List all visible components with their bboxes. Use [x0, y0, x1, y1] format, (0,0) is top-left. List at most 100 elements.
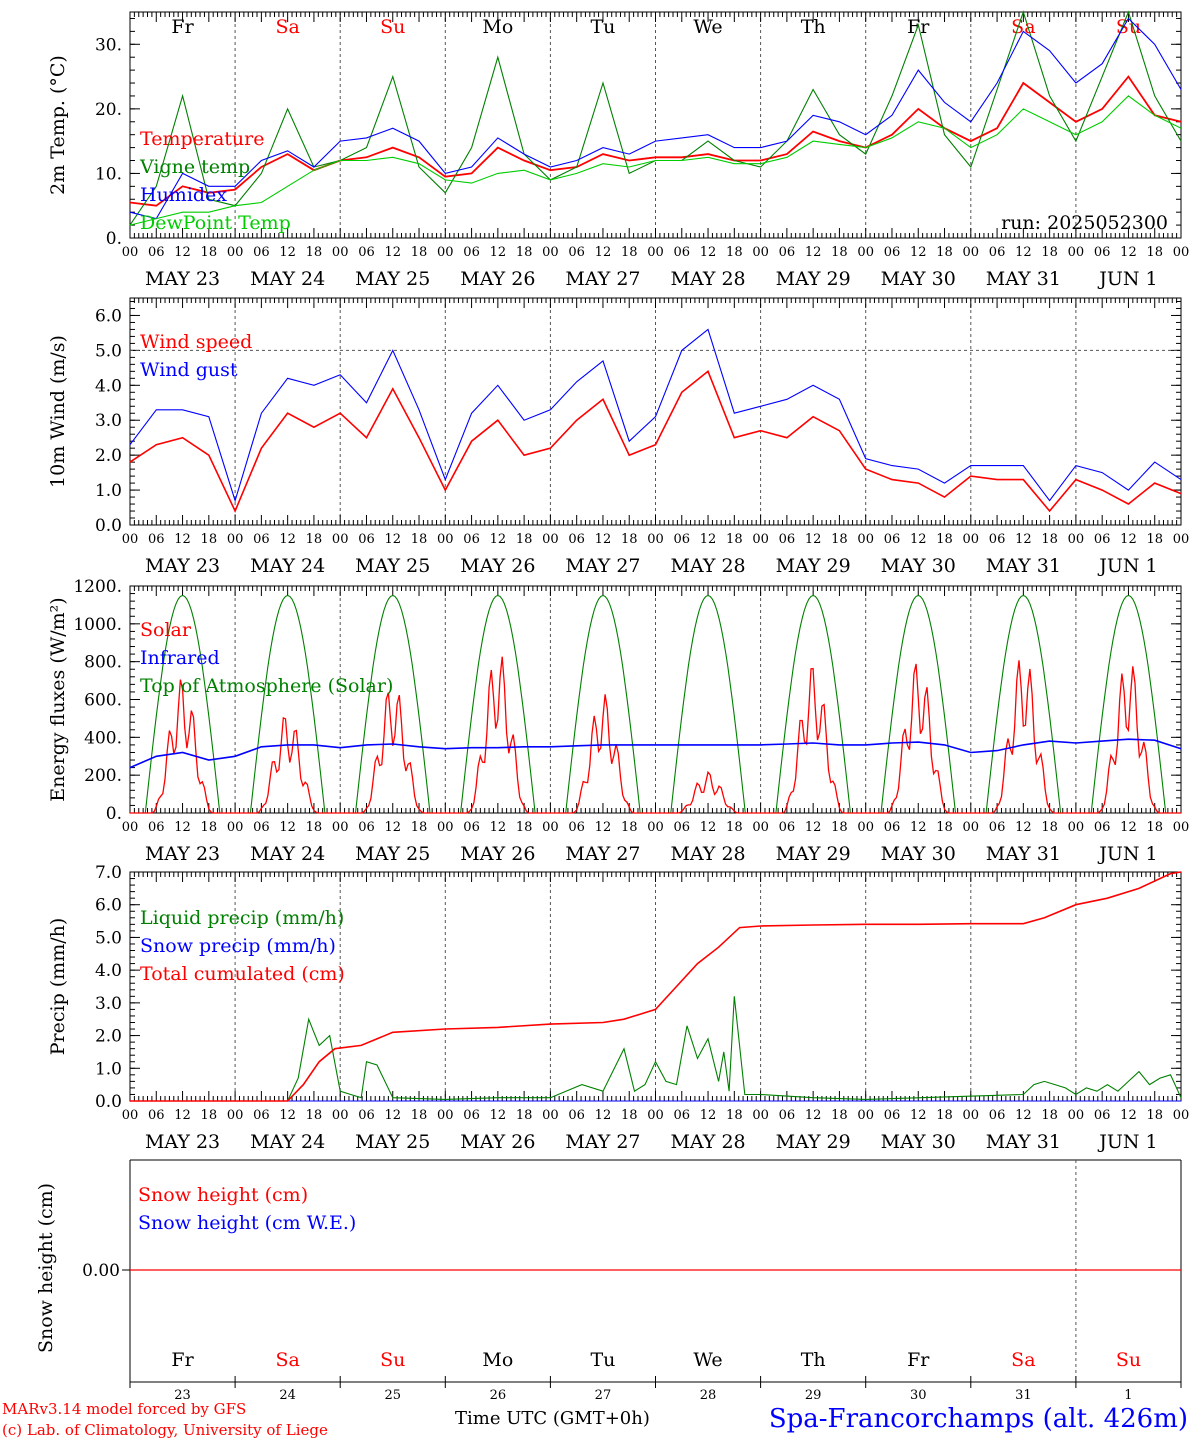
date-label: MAY 29	[776, 555, 851, 577]
hour-tick-label: 12	[1120, 1108, 1137, 1123]
weekday-label: Fr	[171, 1349, 194, 1371]
legend-entry: Top of Atmosphere (Solar)	[140, 675, 393, 697]
date-label: MAY 24	[250, 843, 325, 865]
hour-tick-label: 06	[463, 532, 480, 547]
hour-tick-label: 12	[490, 245, 507, 260]
hour-tick-label: 12	[490, 820, 507, 835]
series-line-1	[129, 328, 1182, 503]
hour-tick-label: 18	[411, 1108, 428, 1123]
footer: MARv3.14 model forced by GFS (c) Lab. of …	[2, 1400, 1188, 1439]
hour-tick-label: 12	[910, 245, 927, 260]
hour-tick-label: 18	[1041, 245, 1058, 260]
date-label: MAY 23	[145, 843, 220, 865]
date-label: MAY 28	[670, 843, 745, 865]
hour-tick-label: 00	[1173, 532, 1190, 547]
hour-tick-label: 00	[122, 1108, 139, 1123]
date-label: JUN 1	[1097, 555, 1157, 577]
date-label: MAY 24	[250, 268, 325, 290]
y-tick-label: 0.0	[95, 1092, 122, 1112]
hour-tick-label: 06	[148, 532, 165, 547]
hour-tick-label: 18	[411, 245, 428, 260]
date-label: MAY 27	[565, 268, 640, 290]
hour-tick-label: 12	[700, 820, 717, 835]
y-axis-label: Snow height (cm)	[35, 1183, 57, 1353]
hour-tick-label: 06	[989, 532, 1006, 547]
legend-entry: Snow height (cm W.E.)	[138, 1212, 356, 1234]
y-tick-label: 6.0	[95, 896, 122, 916]
y-tick-label: 4.0	[95, 961, 122, 981]
hour-tick-label: 18	[726, 245, 743, 260]
day-number-label: 1	[1124, 1388, 1132, 1403]
hour-tick-label: 00	[332, 1108, 349, 1123]
hour-tick-label: 00	[857, 532, 874, 547]
y-tick-label: 5.0	[95, 928, 122, 948]
date-label: MAY 26	[460, 268, 535, 290]
hour-tick-label: 06	[884, 245, 901, 260]
date-label: MAY 31	[986, 268, 1061, 290]
hour-tick-label: 12	[384, 820, 401, 835]
day-number-label: 27	[595, 1388, 612, 1403]
hour-tick-label: 12	[1120, 245, 1137, 260]
date-label: JUN 1	[1097, 1131, 1157, 1153]
hour-tick-label: 18	[1041, 1108, 1058, 1123]
date-label: MAY 23	[145, 555, 220, 577]
legend-entry: Vigne temp	[139, 156, 250, 178]
x-axis-label: Time UTC (GMT+0h)	[455, 1408, 650, 1429]
hour-tick-label: 18	[831, 1108, 848, 1123]
date-label: MAY 23	[145, 1131, 220, 1153]
legend-entry: Wind speed	[140, 331, 252, 353]
date-label: MAY 23	[145, 268, 220, 290]
hour-tick-label: 00	[963, 245, 980, 260]
date-label: JUN 1	[1097, 268, 1157, 290]
hour-tick-label: 18	[1146, 532, 1163, 547]
hour-tick-label: 18	[306, 820, 323, 835]
y-tick-label: 200.	[84, 766, 122, 786]
y-tick-label: 5.0	[95, 341, 122, 361]
hour-tick-label: 18	[201, 820, 218, 835]
series-line-0	[129, 369, 1182, 513]
weekday-label: Su	[1116, 1349, 1141, 1371]
date-label: MAY 27	[565, 555, 640, 577]
hour-tick-label: 00	[122, 532, 139, 547]
hour-tick-label: 06	[253, 1108, 270, 1123]
hour-tick-label: 18	[936, 245, 953, 260]
hour-tick-label: 18	[516, 245, 533, 260]
hour-tick-label: 06	[358, 245, 375, 260]
date-label: MAY 29	[776, 1131, 851, 1153]
weekday-label: Tu	[590, 1349, 615, 1371]
hour-tick-label: 06	[358, 1108, 375, 1123]
hour-tick-label: 18	[936, 820, 953, 835]
hour-tick-label: 06	[568, 245, 585, 260]
y-tick-label: 1.0	[95, 481, 122, 501]
hour-tick-label: 00	[963, 532, 980, 547]
hour-tick-label: 18	[516, 532, 533, 547]
hour-tick-label: 12	[910, 1108, 927, 1123]
y-tick-label: 1200.	[73, 577, 122, 597]
series-line-3	[129, 95, 1182, 226]
hour-tick-label: 06	[779, 820, 796, 835]
hour-tick-label: 18	[201, 1108, 218, 1123]
y-tick-label: 10.	[95, 164, 122, 184]
date-label: MAY 24	[250, 1131, 325, 1153]
hour-tick-label: 18	[831, 245, 848, 260]
hour-tick-label: 00	[332, 532, 349, 547]
hour-tick-label: 12	[1120, 532, 1137, 547]
hour-tick-label: 00	[752, 532, 769, 547]
panel-2: 00 06 12 18 MAY 23 00 06 12 18 MAY 24 00 06 12 18 MAY …	[47, 297, 1190, 577]
series-line-cumulated	[130, 871, 1182, 1102]
hour-tick-label: 00	[752, 820, 769, 835]
hour-tick-label: 00	[542, 532, 559, 547]
hour-tick-label: 00	[647, 532, 664, 547]
hour-tick-label: 18	[831, 532, 848, 547]
hour-tick-label: 12	[1015, 245, 1032, 260]
legend-entry: Infrared	[140, 647, 220, 669]
hour-tick-label: 12	[700, 245, 717, 260]
date-label: MAY 30	[881, 843, 956, 865]
day-number-label: 30	[910, 1388, 927, 1403]
hour-tick-label: 12	[805, 1108, 822, 1123]
day-number-label: 29	[805, 1388, 822, 1403]
hour-tick-label: 06	[253, 820, 270, 835]
date-label: MAY 24	[250, 555, 325, 577]
hour-tick-label: 06	[148, 820, 165, 835]
hour-tick-label: 12	[279, 532, 296, 547]
